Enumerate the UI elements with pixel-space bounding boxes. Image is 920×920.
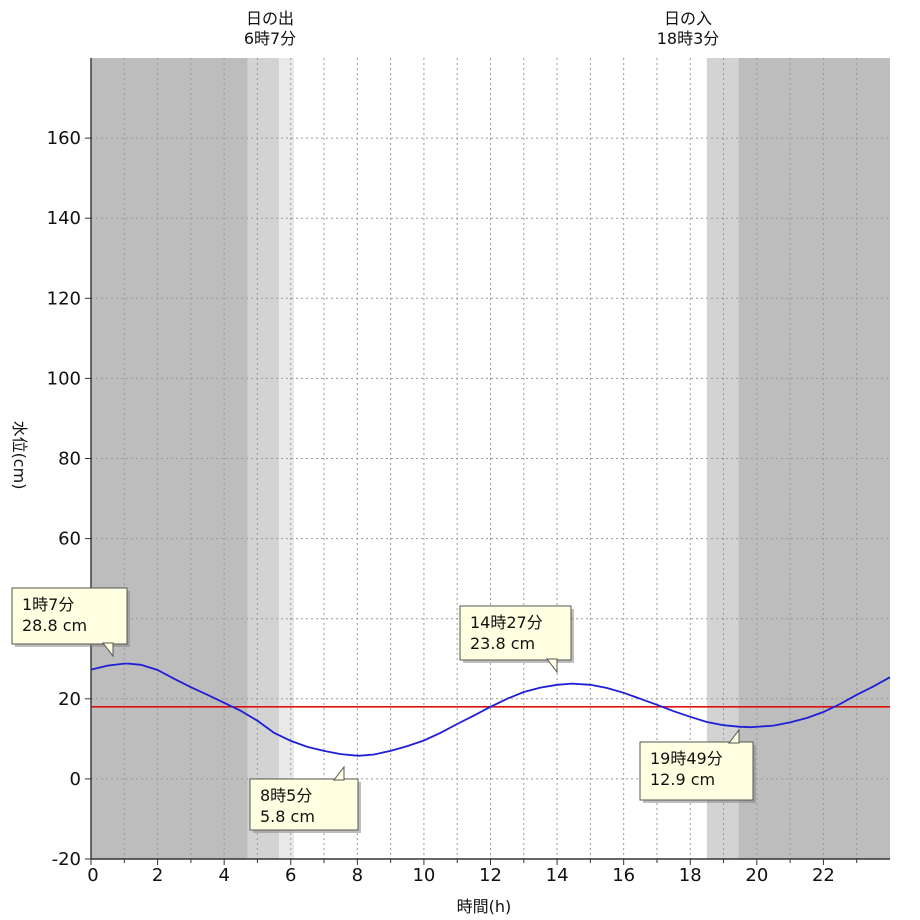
x-tick-label: 6 [285,865,296,886]
callout: 1時7分 28.8 cm [11,587,130,658]
callout-time: 1時7分 [22,595,74,614]
x-tick-label: 10 [412,865,435,886]
x-tick-label: 16 [612,865,635,886]
tide-level-line [90,662,891,757]
callout: 19時49分 12.9 cm [639,728,756,803]
callout: 14時27分 23.8 cm [459,605,574,674]
callout-time: 19時49分 [650,749,723,768]
y-axis-title: 水位(cm) [10,421,29,490]
callout-box [11,587,128,645]
sunrise-label: 日の出 [246,9,294,28]
callout-pointer [101,642,114,658]
y-tick-label: 160 [47,128,81,149]
callout: 8時5分 5.8 cm [249,765,361,833]
y-tick-label: 140 [47,208,81,229]
y-tick-label: 0 [70,769,81,790]
y-tick-label: 60 [58,529,81,550]
x-tick-label: 14 [546,865,569,886]
x-axis-title: 時間(h) [457,897,512,916]
tide-series [90,662,891,757]
y-tick-label: 20 [58,689,81,710]
axes: 0246810121416182022-20020406080100120140… [47,58,890,886]
y-tick-label: -20 [52,849,81,870]
y-tick-label: 120 [47,288,81,309]
x-tick-label: 8 [352,865,363,886]
sunset-time: 18時3分 [657,29,720,48]
x-tick-label: 18 [679,865,702,886]
x-tick-label: 20 [745,865,768,886]
callout-pointer [332,765,345,781]
callout-value: 23.8 cm [470,634,535,653]
callout-box [639,741,754,801]
x-tick-label: 0 [87,865,98,886]
callout-time: 14時27分 [470,613,543,632]
sunrise-time: 6時7分 [244,29,296,48]
x-tick-label: 2 [152,865,163,886]
x-tick-label: 4 [218,865,229,886]
sunset-label: 日の入 [664,9,712,28]
grid-lines [91,58,890,859]
callout-value: 5.8 cm [260,807,315,826]
callout-box [459,605,572,661]
callout-box [249,778,359,831]
x-tick-label: 22 [812,865,835,886]
callout-pointer [727,728,740,744]
callout-value: 12.9 cm [650,770,715,789]
y-tick-label: 80 [58,449,81,470]
y-tick-label: 100 [47,368,81,389]
callout-pointer [545,658,558,674]
x-tick-label: 12 [479,865,502,886]
callout-value: 28.8 cm [22,616,87,635]
extremum-callouts: 1時7分 28.8 cm 8時5分 5.8 cm 14時27分 23.8 cm 19時49分… [11,587,756,833]
callout-time: 8時5分 [260,786,312,805]
